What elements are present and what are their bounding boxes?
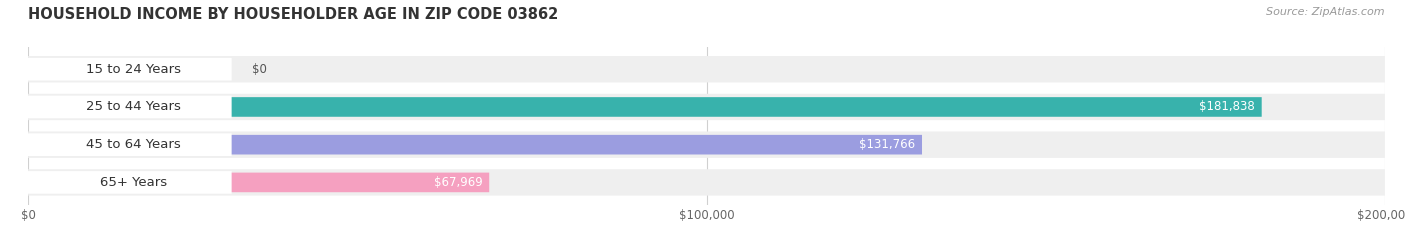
FancyBboxPatch shape [28, 56, 1385, 82]
Text: HOUSEHOLD INCOME BY HOUSEHOLDER AGE IN ZIP CODE 03862: HOUSEHOLD INCOME BY HOUSEHOLDER AGE IN Z… [28, 7, 558, 22]
FancyBboxPatch shape [28, 97, 1261, 117]
Text: $0: $0 [252, 63, 267, 76]
FancyBboxPatch shape [21, 96, 232, 118]
FancyBboxPatch shape [28, 169, 1385, 196]
FancyBboxPatch shape [21, 58, 232, 81]
FancyBboxPatch shape [21, 133, 232, 156]
Text: 45 to 64 Years: 45 to 64 Years [86, 138, 180, 151]
FancyBboxPatch shape [28, 135, 922, 154]
Text: 25 to 44 Years: 25 to 44 Years [86, 100, 181, 113]
FancyBboxPatch shape [28, 131, 1385, 158]
Text: 15 to 24 Years: 15 to 24 Years [86, 63, 181, 76]
Text: $67,969: $67,969 [433, 176, 482, 189]
FancyBboxPatch shape [28, 59, 62, 79]
Text: $131,766: $131,766 [859, 138, 915, 151]
Text: 65+ Years: 65+ Years [100, 176, 167, 189]
FancyBboxPatch shape [28, 173, 489, 192]
Text: $181,838: $181,838 [1199, 100, 1256, 113]
FancyBboxPatch shape [28, 94, 1385, 120]
Text: Source: ZipAtlas.com: Source: ZipAtlas.com [1267, 7, 1385, 17]
FancyBboxPatch shape [21, 171, 232, 194]
